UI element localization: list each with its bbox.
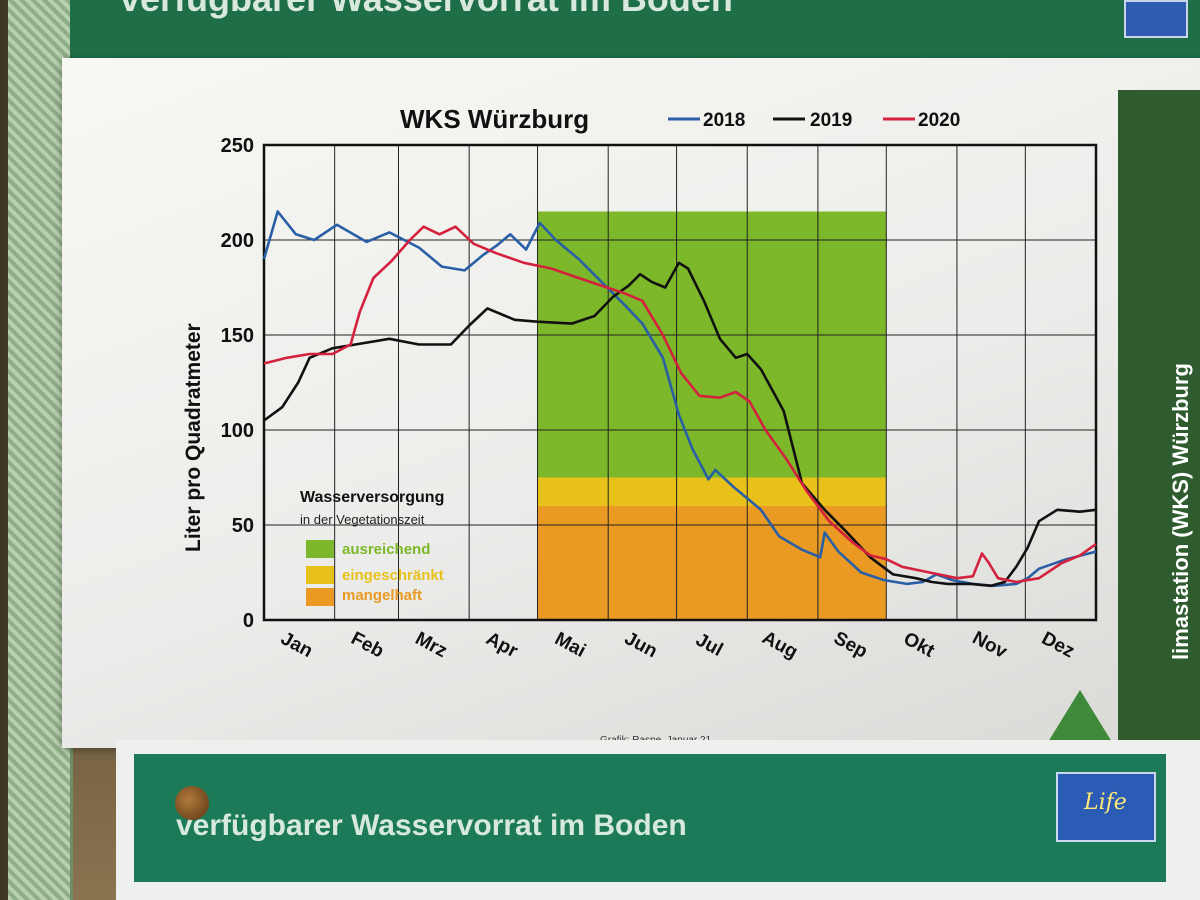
swatch-ausreichend (306, 540, 334, 558)
top-eu-logo (1124, 0, 1188, 38)
series-line-2019 (263, 261, 1097, 588)
chart-title: WKS Würzburg (400, 104, 589, 134)
x-tick-label: Jul (692, 629, 726, 660)
x-tick-label: Nov (969, 627, 1011, 663)
bottom-sign-title: verfügbarer Wasservorrat im Boden (176, 809, 687, 842)
y-tick-label: 250 (221, 135, 254, 157)
water-legend-title: Wasserversorgung (300, 489, 444, 506)
vegetation-zones (537, 211, 887, 620)
chart-legend: 2018 2019 2020 (668, 110, 960, 131)
top-sign-title: verfügbarer Wasservorrat im Boden (120, 0, 733, 20)
x-tick-label: Mai (551, 628, 589, 661)
y-tick-label: 100 (221, 420, 254, 442)
x-tick-label: Okt (900, 628, 938, 662)
legend-label-2018: 2018 (703, 110, 745, 131)
bottom-sign: verfügbarer Wasservorrat im Boden Life (134, 754, 1166, 882)
eu-life-logo-text: Life (1084, 790, 1127, 815)
y-tick-label: 150 (221, 325, 254, 347)
y-tick-labels: 0 50 100 150 200 250 (221, 135, 254, 632)
x-tick-label: Mrz (412, 628, 451, 662)
swatch-eingeschraenkt (306, 566, 334, 584)
x-tick-label: Aug (759, 627, 801, 663)
tree-logo-icon (1048, 690, 1112, 742)
y-tick-label: 50 (232, 515, 254, 537)
legend-label-2019: 2019 (810, 110, 852, 131)
zone-mangelhaft (537, 506, 887, 620)
x-tick-label: Sep (830, 628, 871, 663)
x-tick-label: Feb (347, 628, 387, 662)
top-sign: verfügbarer Wasservorrat im Boden (70, 0, 1200, 62)
y-tick-label: 0 (243, 610, 254, 632)
screw-icon (175, 786, 209, 820)
x-tick-label: Jun (621, 628, 661, 662)
eu-life-logo: Life (1056, 772, 1156, 842)
zone-eingeschraenkt (537, 477, 887, 506)
label-mangelhaft: mangelhaft (342, 587, 422, 604)
series-line-2020 (263, 225, 1097, 584)
swatch-mangelhaft (306, 588, 334, 606)
legend-label-2020: 2020 (918, 110, 960, 131)
series-line-2018 (262, 210, 1097, 588)
x-tick-label: Jan (277, 628, 316, 662)
label-eingeschraenkt: eingeschränkt (342, 567, 444, 584)
label-ausreichend: ausreichend (342, 541, 430, 558)
zone-ausreichend (537, 211, 887, 478)
x-tick-labels: Jan Feb Mrz Apr Mai Jun Jul Aug Sep Okt Nov Dez (277, 627, 1078, 663)
water-supply-legend-box: Wasserversorgung in der Vegetationszeit … (300, 489, 444, 606)
y-axis-label: Liter pro Quadratmeter (182, 323, 205, 552)
water-legend-subtitle: in der Vegetationszeit (300, 512, 425, 527)
chart-series (262, 210, 1097, 588)
x-tick-label: Apr (482, 628, 521, 662)
plot-border (262, 143, 1098, 622)
side-panel (1118, 90, 1200, 740)
x-tick-label: Dez (1038, 628, 1078, 662)
y-tick-label: 200 (221, 230, 254, 252)
plot-frame (262, 143, 1098, 622)
